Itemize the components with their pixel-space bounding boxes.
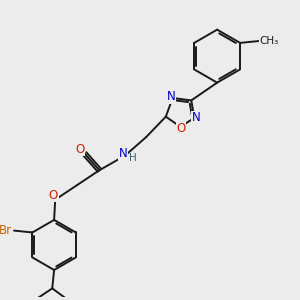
Text: N: N [119, 147, 128, 160]
Text: CH₃: CH₃ [259, 36, 278, 46]
Text: O: O [76, 143, 85, 156]
Text: Br: Br [0, 224, 13, 237]
Text: O: O [176, 122, 186, 135]
Text: N: N [167, 90, 175, 103]
Text: H: H [129, 154, 137, 164]
Text: N: N [191, 111, 200, 124]
Text: O: O [49, 189, 58, 202]
